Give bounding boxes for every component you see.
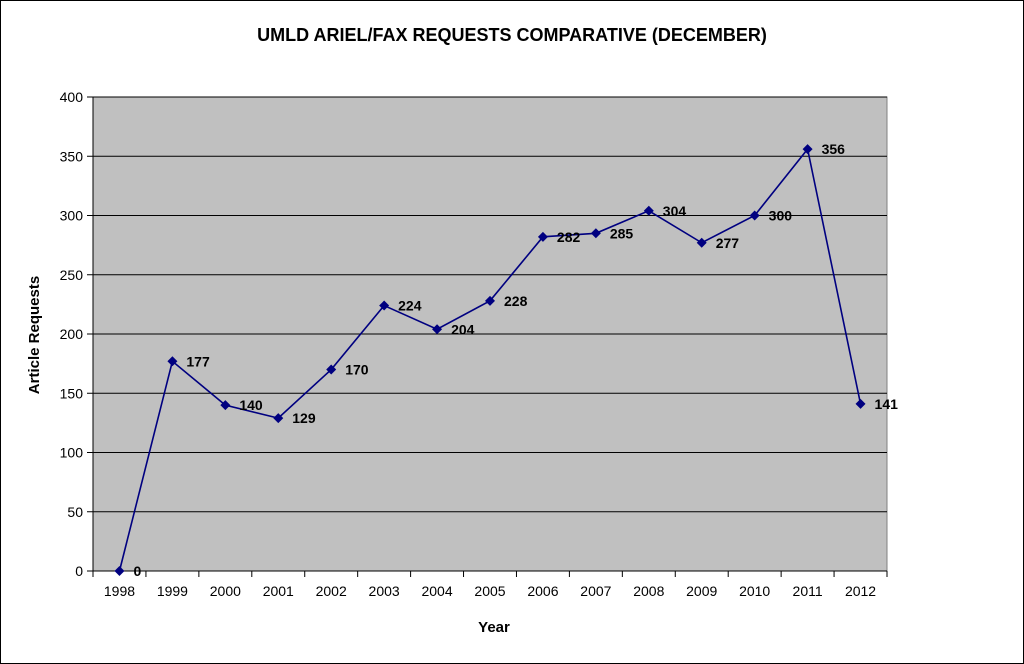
- data-label: 300: [769, 208, 793, 224]
- data-point-marker: [273, 413, 284, 424]
- y-axis-label: Article Requests: [26, 276, 43, 394]
- y-tick-label: 100: [60, 445, 84, 461]
- data-label: 285: [610, 225, 634, 241]
- data-label: 0: [133, 563, 141, 579]
- x-tick-label: 2011: [793, 583, 823, 599]
- x-tick-labels: 1998 1999 2000 2001 2002 2003 2004 2005 2006 2007…: [104, 583, 876, 599]
- data-label: 304: [663, 203, 687, 219]
- data-label: 177: [186, 353, 210, 369]
- x-tick-label: 2005: [474, 583, 505, 599]
- y-tick-label: 50: [67, 504, 83, 520]
- x-tick-label: 2009: [686, 583, 717, 599]
- y-tick-labels: 0 50 100 150 200 250 300 350 400: [60, 89, 84, 579]
- data-point-marker: [855, 398, 866, 409]
- x-tick-label: 1999: [157, 583, 188, 599]
- data-labels: 0 177 140 129 170 224 204 228 282 285 304 277 300 356…: [133, 141, 898, 579]
- x-tick-label: 2006: [527, 583, 558, 599]
- data-label: 141: [875, 396, 899, 412]
- data-point-marker: [432, 324, 443, 335]
- x-tick-label: 2007: [580, 583, 611, 599]
- axes: [87, 96, 888, 577]
- data-point-marker: [326, 364, 337, 375]
- x-tick-label: 2012: [845, 583, 876, 599]
- x-tick-label: 2003: [369, 583, 400, 599]
- data-label: 129: [292, 410, 316, 426]
- data-label: 140: [239, 397, 263, 413]
- data-point-marker: [643, 205, 654, 216]
- y-tick-label: 300: [60, 208, 84, 224]
- data-point-marker: [379, 300, 390, 311]
- x-tick-label: 2001: [263, 583, 294, 599]
- data-point-marker: [167, 356, 178, 367]
- data-point-marker: [220, 400, 231, 411]
- y-tick-label: 250: [60, 267, 84, 283]
- x-tick-label: 1998: [104, 583, 135, 599]
- data-point-marker: [485, 295, 495, 306]
- x-tick-label: 2000: [210, 583, 241, 599]
- chart-title: UMLD ARIEL/FAX REQUESTS COMPARATIVE (DEC…: [257, 25, 767, 45]
- y-tick-label: 350: [60, 148, 84, 164]
- gridlines: [93, 96, 887, 513]
- y-tick-label: 400: [60, 89, 84, 105]
- data-label: 228: [504, 293, 528, 309]
- data-point-marker: [114, 566, 125, 576]
- data-label: 224: [398, 298, 422, 314]
- x-tick-label: 2004: [421, 583, 452, 599]
- data-label: 282: [557, 229, 581, 245]
- y-tick-label: 150: [60, 385, 84, 401]
- x-tick-label: 2008: [633, 583, 664, 599]
- data-point-marker: [590, 228, 601, 239]
- data-point-marker: [537, 231, 548, 242]
- data-label: 170: [345, 362, 369, 378]
- series-group: [114, 144, 866, 576]
- x-tick-label: 2010: [739, 583, 770, 599]
- x-axis-label: Year: [478, 619, 510, 636]
- data-label: 356: [822, 141, 846, 157]
- data-point-marker: [802, 144, 813, 155]
- data-point-marker: [749, 210, 760, 221]
- y-tick-label: 200: [60, 326, 84, 342]
- data-label: 277: [716, 235, 740, 251]
- x-tick-label: 2002: [316, 583, 347, 599]
- data-label: 204: [451, 321, 475, 337]
- data-point-marker: [696, 237, 707, 248]
- y-tick-label: 0: [75, 563, 83, 579]
